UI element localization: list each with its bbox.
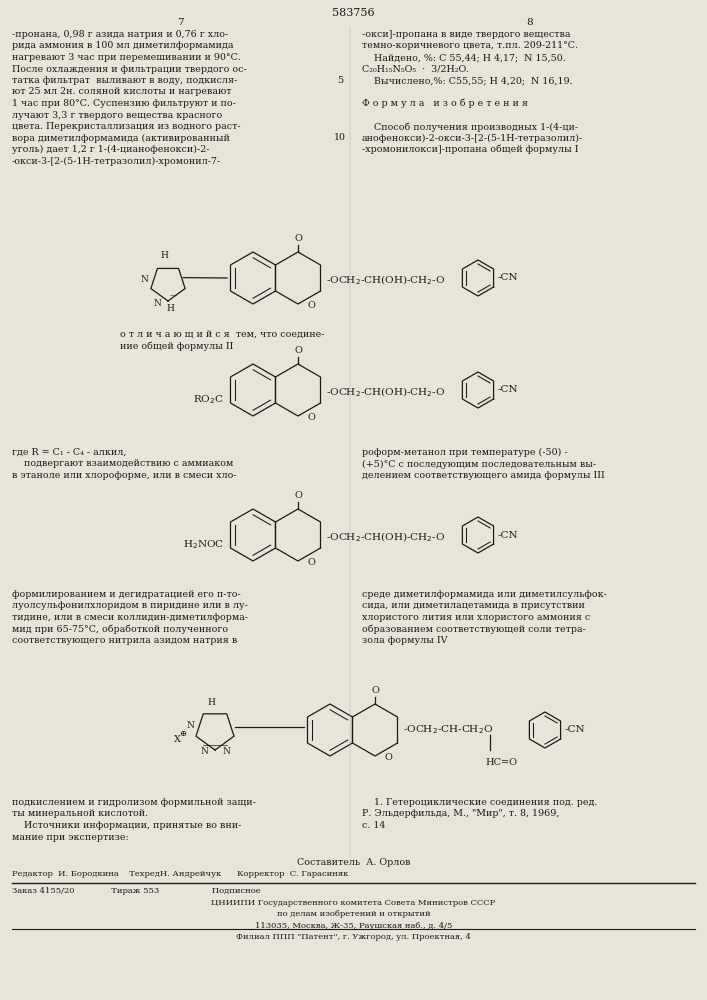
Text: ние общей формулы II: ние общей формулы II	[120, 342, 233, 351]
Text: -CN: -CN	[498, 385, 519, 394]
Text: N: N	[222, 747, 230, 756]
Text: ют 25 мл 2н. соляной кислоты и нагревают: ют 25 мл 2н. соляной кислоты и нагревают	[12, 88, 231, 97]
Text: уголь) дает 1,2 г 1-(4-цианофенокси)-2-: уголь) дает 1,2 г 1-(4-цианофенокси)-2-	[12, 145, 209, 154]
Text: H$_2$NOC: H$_2$NOC	[183, 539, 224, 551]
Text: Редактор  И. Бородкина    ТехредН. Андрейчук      Корректор  С. Гарасиняк: Редактор И. Бородкина ТехредН. Андрейчук…	[12, 869, 349, 878]
Text: Р. Эльдерфильда, М., "Мир", т. 8, 1969,: Р. Эльдерфильда, М., "Мир", т. 8, 1969,	[362, 810, 559, 818]
Text: H: H	[207, 698, 215, 707]
Text: 7: 7	[177, 18, 183, 27]
Text: рида аммония в 100 мл диметилформамида: рида аммония в 100 мл диметилформамида	[12, 41, 233, 50]
Text: хлористого лития или хлористого аммония с: хлористого лития или хлористого аммония …	[362, 613, 590, 622]
Text: После охлаждения и фильтрации твердого ос-: После охлаждения и фильтрации твердого о…	[12, 64, 247, 74]
Text: подвергают взаимодействию с аммиаком: подвергают взаимодействию с аммиаком	[12, 460, 233, 468]
Text: H: H	[166, 304, 174, 313]
Text: анофенокси)-2-окси-3-[2-(5-1Н-тетразолил)-: анофенокси)-2-окси-3-[2-(5-1Н-тетразолил…	[362, 133, 583, 143]
Text: N: N	[186, 720, 194, 730]
Text: Составитель  А. Орлов: Составитель А. Орлов	[297, 858, 410, 867]
Text: -окси-3-[2-(5-1Н-тетразолил)-хромонил-7-: -окси-3-[2-(5-1Н-тетразолил)-хромонил-7-	[12, 156, 221, 166]
Text: где R = C₁ - C₄ - алкил,: где R = C₁ - C₄ - алкил,	[12, 448, 127, 457]
Text: 583756: 583756	[332, 8, 375, 18]
Text: Вычислено,%: С55,55; Н 4,20;  N 16,19.: Вычислено,%: С55,55; Н 4,20; N 16,19.	[362, 76, 573, 85]
Text: -окси]-пропана в виде твердого вещества: -окси]-пропана в виде твердого вещества	[362, 30, 571, 39]
Text: Заказ 4155/20              Тираж 553                    Подписное: Заказ 4155/20 Тираж 553 Подписное	[12, 887, 261, 895]
Text: о т л и ч а ю щ и й с я  тем, что соедине-: о т л и ч а ю щ и й с я тем, что соедине…	[120, 330, 325, 339]
Text: N: N	[200, 747, 208, 756]
Text: тидине, или в смеси коллидин-диметилформа-: тидине, или в смеси коллидин-диметилформ…	[12, 613, 248, 622]
Text: Источники информации, принятые во вни-: Источники информации, принятые во вни-	[12, 821, 241, 830]
Text: -OCH$_2$-CH(OH)-CH$_2$-O: -OCH$_2$-CH(OH)-CH$_2$-O	[326, 273, 445, 287]
Text: O: O	[294, 346, 302, 355]
Text: нагревают 3 час при перемешивании и 90°С.: нагревают 3 час при перемешивании и 90°С…	[12, 53, 241, 62]
Text: -OCH$_2$-CH(OH)-CH$_2$-O: -OCH$_2$-CH(OH)-CH$_2$-O	[326, 385, 445, 399]
Text: мание при экспертизе:: мание при экспертизе:	[12, 832, 129, 842]
Text: O: O	[307, 413, 315, 422]
Text: делением соответствующего амида формулы III: делением соответствующего амида формулы …	[362, 471, 604, 480]
Text: N: N	[153, 299, 161, 308]
Text: C₂₀H₁₅N₅O₅  ·  3/2H₂O.: C₂₀H₁₅N₅O₅ · 3/2H₂O.	[362, 64, 469, 74]
Text: —: —	[170, 292, 177, 300]
Text: мид при 65-75°С, обработкой полученного: мид при 65-75°С, обработкой полученного	[12, 624, 228, 634]
Text: H: H	[160, 251, 168, 260]
Text: -CN: -CN	[565, 726, 585, 734]
Text: вора диметилформамида (активированный: вора диметилформамида (активированный	[12, 133, 230, 143]
Text: O: O	[307, 301, 315, 310]
Text: O: O	[384, 753, 392, 762]
Text: среде диметилформамида или диметилсульфок-: среде диметилформамида или диметилсульфо…	[362, 590, 607, 599]
Text: HC=O: HC=O	[485, 758, 517, 767]
Text: ЦНИИПИ Государственного комитета Совета Министров СССР: ЦНИИПИ Государственного комитета Совета …	[211, 899, 496, 907]
Text: O: O	[294, 234, 302, 243]
Text: формилированием и дегидратацией его п-то-: формилированием и дегидратацией его п-то…	[12, 590, 241, 599]
Text: O: O	[307, 558, 315, 567]
Text: татка фильтрат  выливают в воду, подкисля-: татка фильтрат выливают в воду, подкисля…	[12, 76, 238, 85]
Text: 5: 5	[337, 76, 343, 85]
Text: RO$_2$C: RO$_2$C	[193, 394, 224, 406]
Text: роформ-метанол при температуре (-50) -: роформ-метанол при температуре (-50) -	[362, 448, 568, 457]
Text: (+5)°С с последующим последовательным вы-: (+5)°С с последующим последовательным вы…	[362, 460, 596, 469]
Text: ⊕: ⊕	[180, 730, 187, 738]
Text: O: O	[294, 491, 302, 500]
Text: подкислением и гидролизом формильной защи-: подкислением и гидролизом формильной защ…	[12, 798, 256, 807]
Text: Филиал ППП "Патент", г. Ужгород, ул. Проектная, 4: Филиал ППП "Патент", г. Ужгород, ул. Про…	[236, 933, 471, 941]
Text: 8: 8	[527, 18, 533, 27]
Text: Способ получения производных 1-(4-ци-: Способ получения производных 1-(4-ци-	[362, 122, 578, 131]
Text: сида, или диметилацетамида в присутствии: сида, или диметилацетамида в присутствии	[362, 601, 585, 610]
Text: 1 час при 80°С. Суспензию фильтруют и по-: 1 час при 80°С. Суспензию фильтруют и по…	[12, 99, 236, 108]
Text: цвета. Перекристаллизация из водного раст-: цвета. Перекристаллизация из водного рас…	[12, 122, 240, 131]
Text: -OCH$_2$-CH-CH$_2$O: -OCH$_2$-CH-CH$_2$O	[403, 724, 493, 736]
Text: 113035, Москва, Ж-35, Раушская наб., д. 4/5: 113035, Москва, Ж-35, Раушская наб., д. …	[255, 922, 452, 930]
Text: зола формулы IV: зола формулы IV	[362, 636, 448, 645]
Text: -CN: -CN	[498, 273, 519, 282]
Text: лучают 3,3 г твердого вещества красного: лучают 3,3 г твердого вещества красного	[12, 110, 222, 119]
Text: в этаноле или хлороформе, или в смеси хло-: в этаноле или хлороформе, или в смеси хл…	[12, 471, 237, 480]
Text: соответствующего нитрила азидом натрия в: соответствующего нитрила азидом натрия в	[12, 636, 238, 645]
Text: -OCH$_2$-CH(OH)-CH$_2$-O: -OCH$_2$-CH(OH)-CH$_2$-O	[326, 530, 445, 544]
Text: Ф о р м у л а   и з о б р е т е н и я: Ф о р м у л а и з о б р е т е н и я	[362, 99, 528, 108]
Text: ты минеральной кислотой.: ты минеральной кислотой.	[12, 810, 148, 818]
Text: 10: 10	[334, 133, 346, 142]
Text: Найдено, %: С 55,44; Н 4,17;  N 15,50.: Найдено, %: С 55,44; Н 4,17; N 15,50.	[362, 53, 566, 62]
Text: темно-коричневого цвета, т.пл. 209-211°С.: темно-коричневого цвета, т.пл. 209-211°С…	[362, 41, 578, 50]
Text: -пронана, 0,98 г азида натрия и 0,76 г хло-: -пронана, 0,98 г азида натрия и 0,76 г х…	[12, 30, 228, 39]
Text: N: N	[140, 274, 148, 284]
Text: X: X	[173, 736, 180, 744]
Text: O: O	[371, 686, 379, 695]
Text: -CN: -CN	[498, 530, 519, 540]
Text: с. 14: с. 14	[362, 821, 385, 830]
Text: -хромонилокси]-пропана общей формулы I: -хромонилокси]-пропана общей формулы I	[362, 145, 578, 154]
Text: образованием соответствующей соли тетра-: образованием соответствующей соли тетра-	[362, 624, 586, 634]
Text: по делам изобретений и открытий: по делам изобретений и открытий	[276, 910, 431, 918]
Text: 1. Гетероциклические соединения под. ред.: 1. Гетероциклические соединения под. ред…	[362, 798, 597, 807]
Text: луолсульфонилхлоридом в пиридине или в лу-: луолсульфонилхлоридом в пиридине или в л…	[12, 601, 248, 610]
